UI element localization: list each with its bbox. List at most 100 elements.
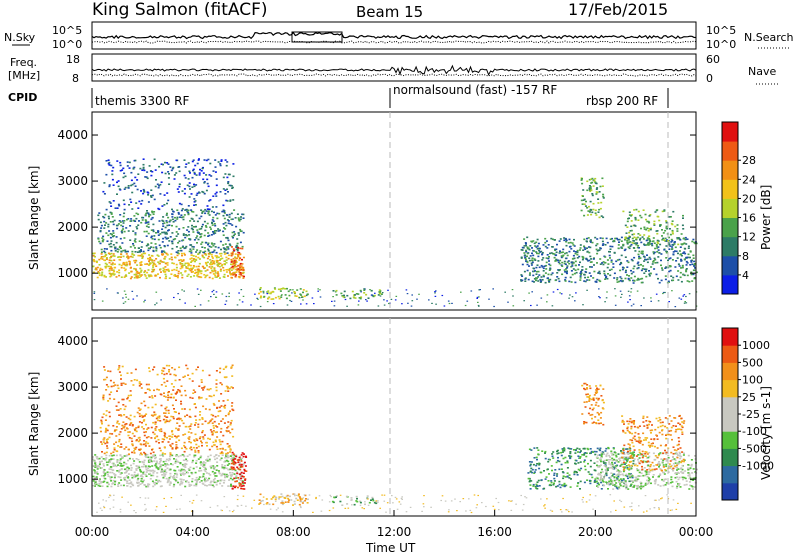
power-cell (571, 263, 574, 265)
velocity-cell (233, 477, 236, 480)
power-cell (589, 266, 591, 268)
velocity-cell (206, 388, 209, 391)
velocity-cell (626, 459, 629, 461)
power-cell (653, 251, 656, 254)
power-cell (100, 227, 103, 229)
power-cell (109, 233, 112, 235)
velocity-cell (217, 410, 220, 413)
velocity-cell (677, 462, 680, 464)
velocity-cell (229, 471, 231, 474)
velocity-cell (106, 440, 108, 443)
velocity-cell (197, 366, 199, 368)
power-cell (233, 266, 236, 268)
velocity-cell (370, 499, 372, 501)
power-cell (239, 247, 242, 250)
power-cell (651, 240, 654, 243)
power-cell (138, 251, 141, 253)
power-cell (257, 298, 259, 300)
power-cell (527, 247, 530, 250)
power-cell (551, 238, 554, 241)
power-cell (645, 218, 647, 221)
power-cell (289, 289, 292, 291)
velocity-cell (147, 461, 150, 463)
velocity-cell (183, 455, 186, 458)
power-cell (103, 248, 106, 250)
velocity-cell (221, 447, 224, 450)
power-cell (162, 163, 164, 166)
power-cell (334, 291, 337, 293)
velocity-cell (278, 496, 281, 498)
power-cell (694, 242, 697, 245)
velocity-cell (148, 389, 151, 392)
power-cell (520, 279, 522, 281)
velocity-cell (95, 483, 98, 486)
velocity-cell (219, 448, 222, 450)
power-cell (566, 272, 568, 275)
velocity-cell (163, 381, 166, 384)
velocity-cell (181, 454, 184, 456)
power-cell (119, 221, 122, 223)
velocity-cell (163, 367, 166, 370)
power-cell (161, 228, 164, 230)
power-cell (535, 241, 538, 244)
velocity-cell (661, 461, 664, 464)
power-cell (651, 244, 654, 247)
power-cell (536, 245, 539, 247)
velocity-cell (608, 477, 611, 479)
velocity-cell (648, 461, 651, 463)
velocity-cell (169, 435, 172, 438)
power-cell (175, 235, 178, 237)
power-cell (133, 267, 136, 270)
velocity-cell (626, 460, 629, 463)
power-cell (695, 242, 698, 245)
velocity-cell (205, 441, 208, 444)
velocity-cell (605, 447, 608, 450)
power-cell (236, 304, 239, 306)
velocity-cell (681, 468, 684, 471)
power-cell (306, 293, 309, 296)
velocity-cell (242, 472, 245, 474)
velocity-cell (689, 467, 692, 469)
velocity-cell (194, 433, 197, 436)
velocity-cell (185, 480, 188, 482)
velocity-cell (229, 451, 232, 453)
power-cell (153, 268, 156, 271)
velocity-cell (94, 485, 96, 487)
power-cell (212, 195, 215, 197)
velocity-cell (110, 458, 113, 460)
velocity-cell (115, 454, 118, 457)
power-cell (238, 266, 241, 268)
velocity-cell (534, 469, 537, 471)
power-cell (134, 232, 137, 234)
velocity-cell (175, 455, 177, 457)
power-cell (574, 252, 577, 255)
power-cell (581, 269, 583, 271)
power-cell (146, 263, 149, 265)
velocity-cell (634, 476, 637, 479)
power-cell (626, 266, 629, 268)
power-cell (581, 182, 584, 185)
velocity-cell (118, 482, 121, 484)
power-cell (239, 273, 242, 276)
power-cell (161, 205, 164, 207)
velocity-cell (614, 452, 617, 454)
power-cell (151, 261, 154, 264)
power-cell (134, 176, 137, 179)
power-cell (363, 288, 365, 290)
power-cell (151, 255, 154, 257)
velocity-cell (151, 395, 154, 397)
velocity-cell (604, 462, 607, 464)
power-cell (184, 236, 187, 239)
power-cell (182, 239, 185, 241)
power-cell (588, 279, 591, 281)
power-cell (126, 263, 128, 266)
velocity-cell (126, 397, 129, 400)
power-cell (659, 224, 662, 226)
velocity-cell (104, 442, 107, 445)
power-cell (401, 303, 403, 305)
power-cell (619, 263, 622, 266)
power-cell (658, 252, 661, 254)
power-cell (146, 191, 149, 193)
power-cell (597, 198, 600, 200)
power-cell (225, 271, 228, 273)
